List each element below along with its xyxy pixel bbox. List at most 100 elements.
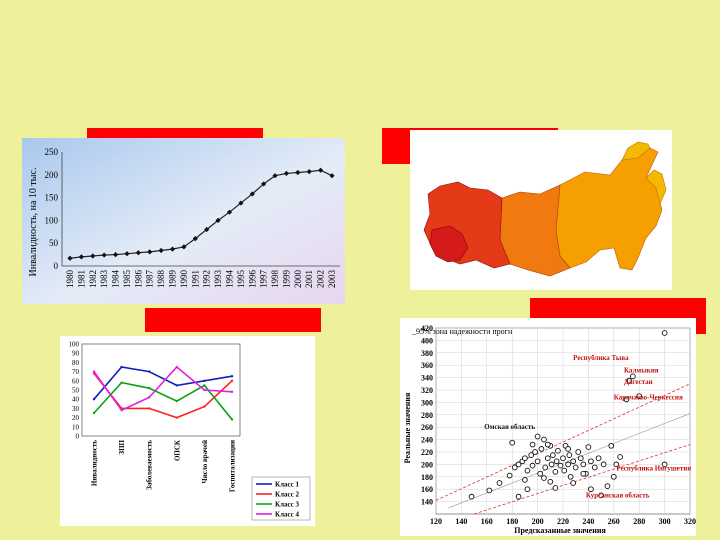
chart3-point: [572, 464, 579, 471]
chart3-point: [623, 396, 630, 403]
chart3-point: [548, 461, 555, 468]
chart3-point: [580, 470, 587, 477]
chart3-point: [541, 436, 547, 443]
chart2-point: [148, 386, 151, 390]
chart1-x-tick-label: 1987: [145, 270, 155, 289]
chart3-point: [557, 462, 564, 469]
chart3-y-tick-label: 380: [421, 349, 433, 358]
chart2-point: [230, 390, 234, 394]
chart3-point: [591, 464, 598, 471]
chart2-point: [230, 418, 234, 421]
chart3-point: [585, 444, 592, 450]
map-region-kamchatka: [645, 169, 667, 205]
chart1-y-tick-label: 100: [45, 215, 59, 225]
chart1-x-tick-label: 1982: [88, 270, 98, 288]
chart3-point: [570, 458, 577, 465]
chart3-point: [604, 483, 611, 489]
chart3-point: [515, 461, 522, 468]
chart1-point: [158, 247, 164, 254]
chart2-legend-label: Класс 4: [275, 511, 299, 519]
chart2-y-tick-label: 0: [76, 433, 80, 441]
chart3-x-tick-label: 120: [430, 517, 442, 526]
chart3-annotation: Дагестан: [624, 378, 653, 386]
chart1-x-tick-label: 1986: [133, 270, 143, 289]
chart3-y-tick-label: 240: [421, 436, 433, 445]
chart1-x-tick-label: 1999: [281, 270, 291, 289]
chart3-annotation: Омская область: [484, 423, 535, 431]
chart2-y-tick-label: 60: [72, 377, 80, 385]
chart3-point: [524, 486, 531, 493]
chart3-point: [626, 377, 632, 384]
chart3-point: [661, 461, 668, 468]
chart1-ylabel: Инвалидность, на 10 тыс.: [28, 168, 39, 277]
chart3-annotation: Калмыкия: [624, 367, 659, 375]
chart1-x-tick-label: 1983: [99, 270, 109, 289]
chart3-point: [617, 454, 624, 460]
chart2-point: [175, 384, 178, 387]
chart3-y-tick-label: 160: [421, 485, 433, 494]
chart3-point: [549, 452, 556, 458]
chart3-point: [555, 447, 561, 454]
chart1-point: [318, 167, 324, 173]
chart3-x-tick-label: 200: [532, 517, 544, 526]
chart3-point: [610, 473, 617, 480]
chart2-point: [203, 388, 206, 392]
chart3-header: _95% зона надежности прогн: [411, 327, 513, 336]
chart3-point: [630, 373, 636, 380]
map-region-chukotka: [621, 141, 651, 161]
chart1-point: [112, 252, 119, 258]
chart3-point: [553, 458, 560, 465]
chart3-point: [528, 452, 535, 458]
chart3-ylabel: Реальные значения: [403, 392, 412, 463]
chart3-point: [598, 492, 604, 499]
chart3-point: [544, 455, 551, 462]
disability-line-chart: Инвалидность, на 10 тыс. 0 50 100 150 200 250…: [22, 138, 345, 304]
chart2-x-tick-label: Заболеваемость: [146, 440, 154, 490]
chart3-y-tick-label: 400: [421, 336, 433, 345]
chart2-point: [175, 399, 178, 403]
chart2-legend-box: [251, 476, 311, 521]
chart2-x-tick-label: ОПСК: [173, 439, 181, 461]
chart3-y-tick-label: 360: [421, 361, 433, 370]
chart2-point: [92, 370, 96, 373]
chart3-point: [580, 461, 587, 468]
chart1-point: [238, 200, 244, 206]
chart3-point: [522, 455, 528, 462]
chart2-legend-label: Класс 3: [275, 501, 299, 509]
chart3-point: [515, 493, 522, 500]
russia-regions-map: [410, 130, 672, 290]
chart3-point: [608, 442, 615, 449]
chart1-point: [204, 226, 210, 233]
chart3-point: [511, 464, 518, 471]
chart1-point: [169, 246, 176, 252]
chart3-point: [600, 461, 607, 468]
chart1-point: [261, 181, 267, 187]
chart1-x-tick-label: 1984: [111, 270, 121, 289]
chart3-point: [529, 462, 536, 469]
chart1-x-tick-label: 1993: [213, 270, 223, 289]
chart3-annotation: Республика Тыва: [573, 354, 629, 362]
chart2-series-line: [93, 366, 233, 400]
chart1-point: [283, 170, 290, 177]
chart3-point: [577, 455, 584, 462]
chart3-point: [613, 461, 620, 468]
chart2-y-tick-label: 90: [72, 350, 80, 358]
chart3-point: [567, 473, 574, 480]
chart3-y-tick-label: 200: [421, 460, 433, 469]
chart2-series-line: [93, 365, 233, 412]
chart3-point: [588, 458, 594, 465]
chart3-y-tick-label: 180: [421, 473, 433, 482]
chart1-x-tick-label: 1997: [259, 270, 269, 289]
chart3-point: [552, 468, 559, 475]
chart2-point: [203, 384, 206, 387]
chart2-y-tick-label: 10: [72, 423, 80, 431]
chart2-y-tick-label: 20: [72, 414, 80, 422]
chart2-point: [175, 416, 178, 419]
chart1-x-tick-label: 1981: [76, 270, 86, 288]
chart3-point: [552, 485, 559, 491]
chart2-legend-label: Класс 1: [275, 481, 299, 489]
chart2-legend-label: Класс 2: [275, 491, 299, 499]
chart3-y-tick-label: 300: [421, 398, 433, 407]
chart2-point: [203, 379, 206, 382]
chart1-y-tick-label: 150: [45, 193, 59, 203]
